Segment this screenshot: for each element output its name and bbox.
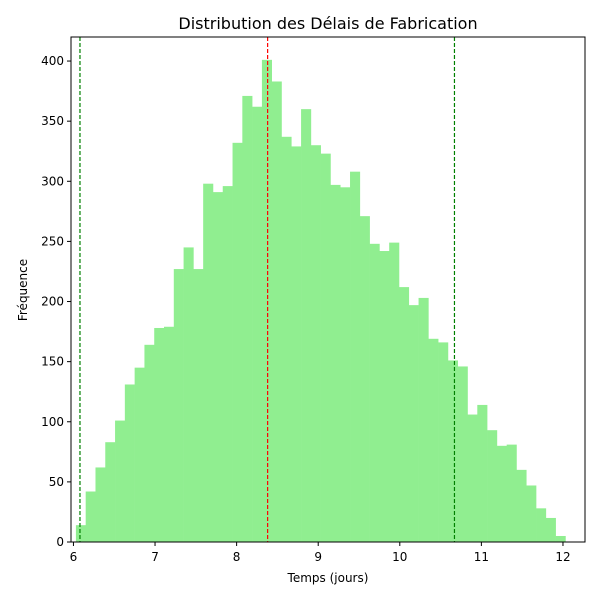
y-tick-label: 100 xyxy=(41,415,64,429)
histogram-bar xyxy=(281,136,292,543)
x-tick-label: 7 xyxy=(151,550,159,564)
histogram-bar xyxy=(369,243,380,542)
histogram-bar xyxy=(144,344,155,542)
histogram-bar xyxy=(389,242,400,543)
x-tick-label: 10 xyxy=(392,550,407,564)
histogram-bar xyxy=(261,59,272,542)
y-tick-label: 200 xyxy=(41,295,64,309)
y-axis-title: Fréquence xyxy=(16,259,30,321)
histogram-bar xyxy=(379,251,390,542)
histogram-bar xyxy=(555,535,566,542)
histogram-bar xyxy=(124,384,135,542)
histogram-bar xyxy=(447,360,459,542)
x-tick-label: 8 xyxy=(233,550,241,564)
y-tick-label: 250 xyxy=(41,234,64,248)
y-tick-label: 0 xyxy=(56,535,64,549)
x-axis: 6 7 8 9 10 11 12 xyxy=(70,542,571,564)
histogram-bar xyxy=(212,192,224,543)
histogram-bar xyxy=(526,485,537,542)
y-tick-label: 150 xyxy=(41,355,64,369)
chart-title: Distribution des Délais de Fabrication xyxy=(178,14,477,33)
histogram-bar xyxy=(134,367,145,542)
histogram-bar xyxy=(95,467,106,542)
histogram-bar xyxy=(340,187,351,543)
histogram-bar xyxy=(75,525,86,542)
histogram-bar xyxy=(418,297,429,542)
y-tick-label: 350 xyxy=(41,114,64,128)
plot-frame xyxy=(70,36,586,543)
histogram-bar xyxy=(320,153,331,542)
x-tick-label: 12 xyxy=(555,550,570,564)
histogram-bar xyxy=(242,95,253,543)
histogram-bar xyxy=(359,216,370,542)
histogram-bar xyxy=(408,305,419,542)
histogram-bar xyxy=(183,247,194,543)
x-axis-title: Temps (jours) xyxy=(287,571,369,585)
histogram-bar xyxy=(291,146,302,543)
histogram-bar xyxy=(506,444,517,542)
histogram-bar xyxy=(350,171,361,543)
histogram-bar xyxy=(301,109,312,542)
histogram-bar xyxy=(457,366,468,542)
histogram-bar xyxy=(105,442,116,542)
histogram-bar xyxy=(173,269,184,542)
histogram-bar xyxy=(164,326,175,542)
histogram-bar xyxy=(222,186,233,542)
x-tick-label: 9 xyxy=(314,550,322,564)
histogram-bar xyxy=(428,338,439,542)
histogram-bar xyxy=(330,184,341,542)
x-tick-label: 11 xyxy=(474,550,489,564)
histogram-bar xyxy=(203,183,214,542)
histogram-bar xyxy=(487,430,498,542)
histogram-bar xyxy=(154,327,165,542)
x-tick-label: 6 xyxy=(70,550,78,564)
histogram-bar xyxy=(516,469,527,542)
histogram-bar xyxy=(115,420,126,542)
histogram-bar xyxy=(467,414,478,542)
histogram-bar xyxy=(536,508,547,542)
histogram-bar xyxy=(496,445,507,542)
y-tick-label: 300 xyxy=(41,174,64,188)
histogram-bar xyxy=(193,269,204,542)
histogram-bar xyxy=(232,142,243,542)
histogram-bar xyxy=(438,342,449,542)
y-tick-label: 50 xyxy=(49,475,64,489)
histogram-bar xyxy=(85,491,96,542)
histogram-bar xyxy=(545,517,556,542)
histogram-bar xyxy=(271,81,282,543)
y-axis: 0 50 100 150 200 250 300 350 400 xyxy=(41,54,71,549)
plot-area xyxy=(75,37,566,543)
histogram-bar xyxy=(252,106,263,543)
histogram-bar xyxy=(398,287,410,542)
histogram-bar xyxy=(310,145,321,542)
histogram-bar xyxy=(477,404,488,542)
y-tick-label: 400 xyxy=(41,54,64,68)
